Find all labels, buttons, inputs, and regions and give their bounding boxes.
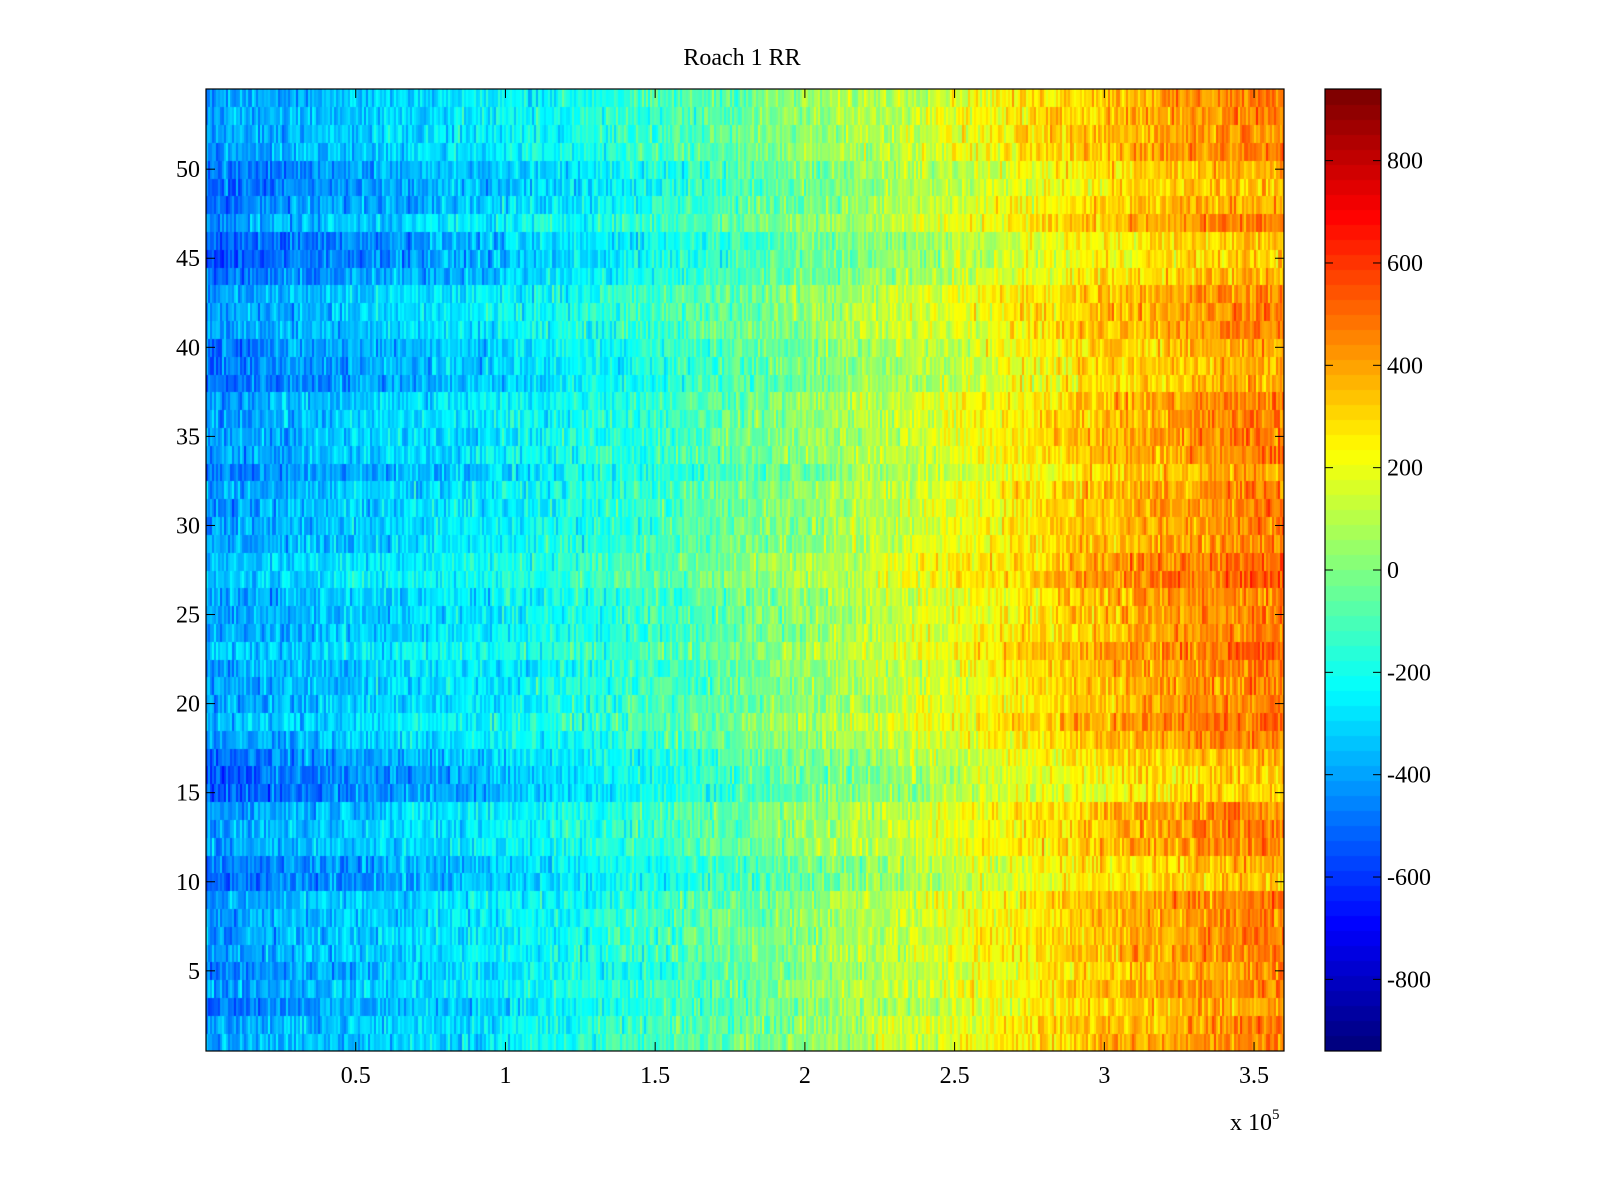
x-exponent-base: x 10 xyxy=(1230,1110,1272,1136)
heatmap-cells xyxy=(206,89,1284,1051)
y-tick-label: 35 xyxy=(176,424,200,450)
colorbar-tick-label: -400 xyxy=(1387,763,1431,789)
colorbar-tick-label: 400 xyxy=(1387,353,1423,379)
y-tick-label: 40 xyxy=(176,335,200,361)
plot-frame xyxy=(205,88,1285,1052)
y-tick-label: 50 xyxy=(176,157,200,183)
x-tick-label: 1 xyxy=(499,1063,511,1089)
colorbar-tick-label: 200 xyxy=(1387,456,1423,482)
x-axis-exponent: x 105 xyxy=(1230,1107,1280,1136)
x-exponent-power: 5 xyxy=(1272,1107,1280,1123)
colorbar-tick-label: -600 xyxy=(1387,865,1431,891)
y-tick-label: 20 xyxy=(176,692,200,718)
x-tick-label: 1.5 xyxy=(640,1063,670,1089)
y-tick-label: 5 xyxy=(188,959,200,985)
x-tick-label: 3 xyxy=(1098,1063,1110,1089)
x-axis: 0.5 1 1.5 2 2.5 3 3.5 xyxy=(341,89,1269,1089)
x-tick-label: 3.5 xyxy=(1239,1063,1269,1089)
y-tick-label: 10 xyxy=(176,870,200,896)
colorbar-tick-label: -200 xyxy=(1387,660,1431,686)
colorbar-axis: 800 600 400 200 0 -200 -400 -600 -800 xyxy=(1325,149,1431,993)
y-axis: 5 10 15 20 25 30 35 40 45 50 xyxy=(176,157,1284,985)
colorbar-tick-label: 800 xyxy=(1387,149,1423,175)
chart-title: Roach 1 RR xyxy=(683,45,800,71)
x-tick-label: 2.5 xyxy=(940,1063,970,1089)
x-tick-label: 0.5 xyxy=(341,1063,371,1089)
y-tick-label: 15 xyxy=(176,781,200,807)
colorbar-gradient xyxy=(1325,89,1381,1051)
y-tick-label: 25 xyxy=(176,603,200,629)
x-tick-label: 2 xyxy=(799,1063,811,1089)
y-tick-label: 45 xyxy=(176,246,200,272)
y-tick-label: 30 xyxy=(176,513,200,539)
colorbar-tick-label: 0 xyxy=(1387,558,1399,584)
colorbar-tick-label: -800 xyxy=(1387,967,1431,993)
colorbar-tick-label: 600 xyxy=(1387,251,1423,277)
